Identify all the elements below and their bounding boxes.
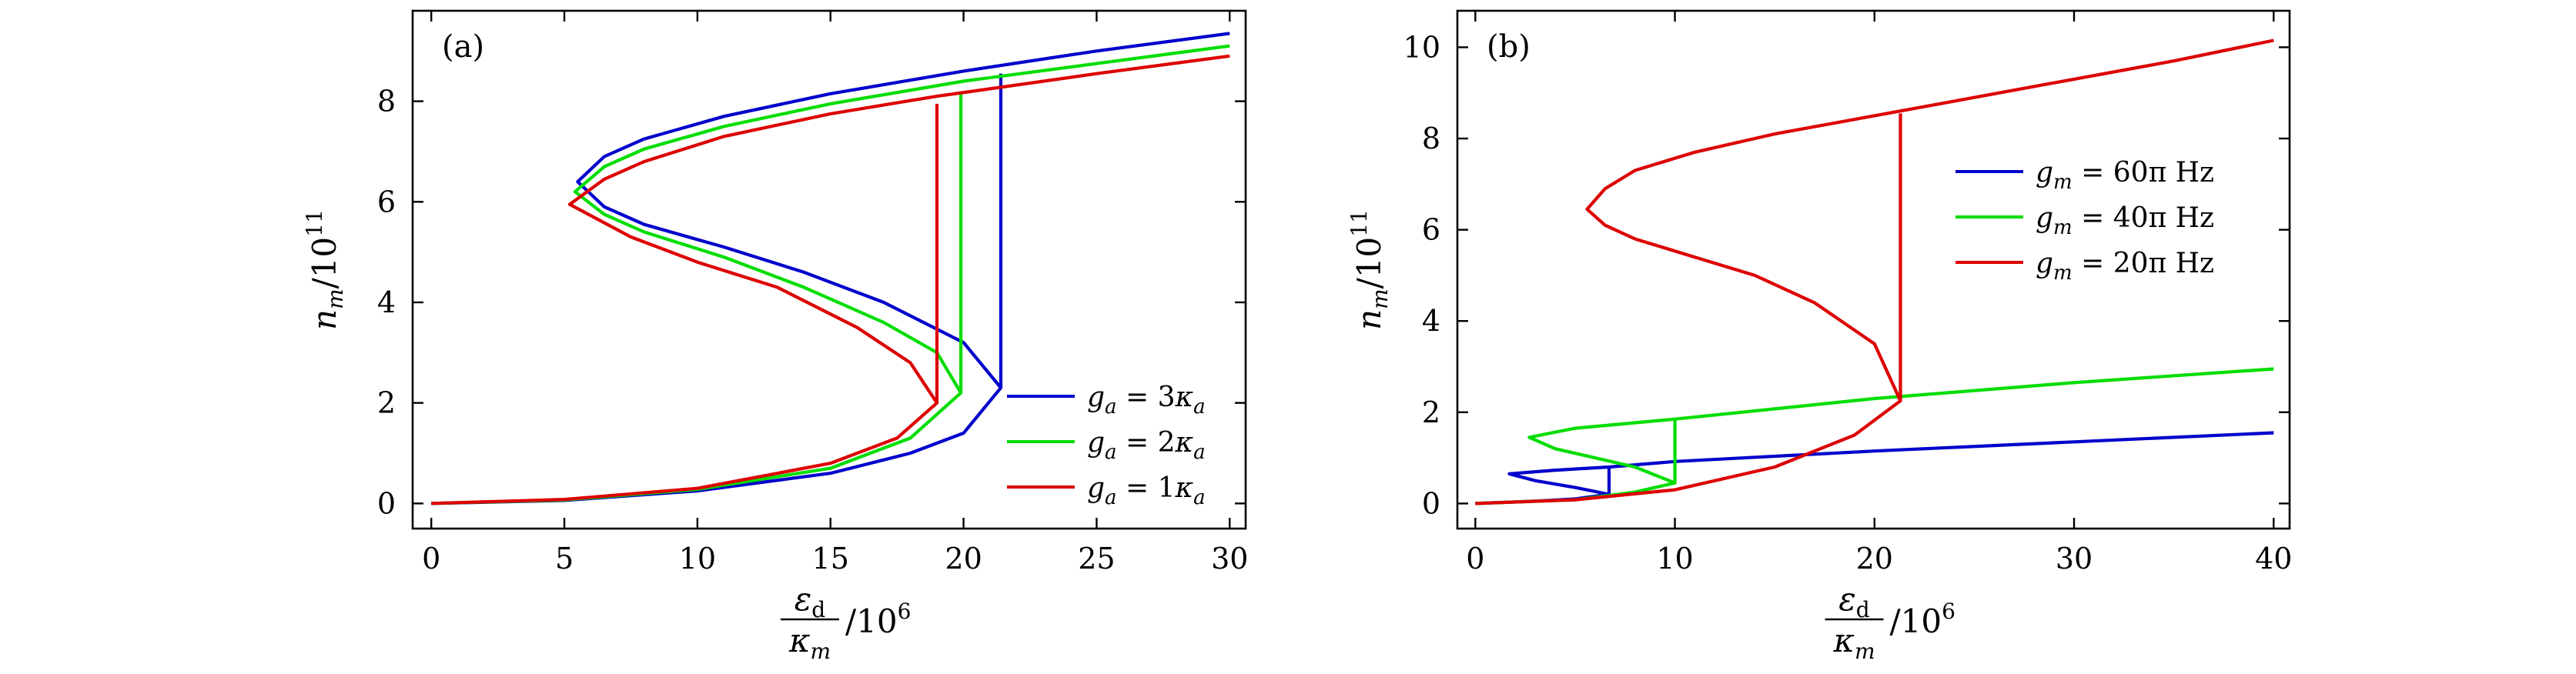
x-tick-label: 5	[555, 542, 574, 576]
x-label-eps: ε	[1838, 580, 1856, 618]
x-axis-label-numerator: εd	[795, 580, 826, 622]
x-label-scale-base: /10	[1890, 602, 1942, 640]
x-tick-label: 30	[1211, 542, 1248, 576]
legend-kappa: κ	[1175, 382, 1194, 413]
y-tick-label: 2	[1422, 395, 1440, 429]
series-group	[1475, 38, 2274, 506]
plot-frame	[411, 9, 1247, 530]
y-tick-label: 6	[1422, 213, 1440, 247]
x-label-kappa-sub: m	[1855, 639, 1875, 664]
legend-var: g	[1087, 472, 1105, 504]
y-tick-label: 8	[1422, 122, 1440, 155]
legend-sub: m	[2053, 216, 2073, 239]
legend-label-3: gm = 20π Hz	[2036, 248, 2214, 285]
legend-kappa-sub: a	[1193, 441, 1206, 464]
legend-var: g	[1087, 382, 1105, 413]
y-axis-label: nm/1011	[1347, 209, 1393, 330]
series-line-1	[431, 32, 1230, 506]
legend-eq: = 60π Hz	[2073, 157, 2214, 189]
x-tick-label: 20	[945, 542, 982, 576]
x-axis-label-scale: /106	[1890, 599, 1955, 640]
y-tick-label: 4	[377, 285, 396, 319]
series-line-1	[1475, 431, 2274, 506]
x-tick-label: 30	[2056, 542, 2093, 576]
y-label-scale-exp: 11	[302, 209, 327, 237]
x-tick-label: 20	[1856, 542, 1893, 576]
legend-sub: m	[2053, 171, 2073, 194]
legend-kappa: κ	[1175, 472, 1194, 504]
x-axis-label-numerator: εd	[1838, 580, 1870, 622]
legend-var: g	[2036, 248, 2053, 279]
legend-eq: = 2	[1117, 427, 1176, 459]
x-axis-label-denominator: κm	[1832, 622, 1875, 664]
legend-sub: a	[1105, 486, 1117, 509]
y-tick-label: 0	[377, 486, 396, 520]
series-line-2	[1475, 367, 2274, 506]
legend-eq: = 3	[1117, 382, 1176, 413]
y-label-scale-base: /10	[306, 237, 343, 289]
legend-label-1: ga = 3κa	[1087, 382, 1206, 419]
y-label-n-sub: m	[323, 289, 348, 309]
x-label-eps-sub: d	[811, 597, 825, 622]
legend-sub: m	[2053, 262, 2073, 285]
x-label-kappa-sub: m	[810, 639, 831, 664]
x-tick-label: 0	[422, 542, 440, 576]
y-axis-label: nm/1011	[302, 209, 348, 330]
y-label-scale-exp: 11	[1347, 209, 1372, 237]
legend-eq: = 20π Hz	[2073, 248, 2214, 279]
legend-kappa: κ	[1175, 427, 1194, 459]
x-tick-label: 40	[2255, 542, 2292, 576]
panel-label: (b)	[1487, 29, 1531, 65]
x-label-eps-sub: d	[1856, 597, 1870, 622]
legend-var: g	[1087, 427, 1105, 459]
y-tick-label: 6	[377, 185, 396, 219]
y-tick-label: 2	[377, 386, 396, 420]
x-tick-label: 25	[1078, 542, 1115, 576]
y-tick-label: 10	[1403, 30, 1440, 64]
y-label-n: n	[306, 309, 343, 330]
x-tick-label: 10	[679, 542, 716, 576]
y-label-n: n	[1350, 309, 1388, 330]
x-label-scale-exp: 6	[898, 599, 912, 624]
x-label-scale-base: /10	[845, 602, 898, 640]
x-tick-label: 0	[1466, 542, 1484, 576]
y-tick-label: 8	[377, 85, 396, 118]
series-line-3	[1475, 38, 2274, 506]
x-axis-label-denominator: κm	[788, 622, 831, 664]
y-tick-label: 0	[1422, 486, 1440, 520]
x-label-eps: ε	[795, 580, 812, 618]
x-tick-label: 15	[812, 542, 849, 576]
series-line-3	[431, 54, 1230, 506]
series-group	[431, 32, 1230, 506]
x-label-kappa: κ	[788, 622, 811, 659]
legend-label-2: ga = 2κa	[1087, 427, 1206, 464]
legend-sub: a	[1105, 441, 1117, 464]
x-tick-label: 10	[1656, 542, 1693, 576]
legend-label-3: ga = 1κa	[1087, 472, 1206, 509]
legend-label-1: gm = 60π Hz	[2036, 157, 2214, 194]
series-line-2	[431, 44, 1230, 506]
legend-kappa-sub: a	[1193, 395, 1206, 419]
panel-label: (a)	[442, 29, 484, 65]
legend-eq: = 40π Hz	[2073, 202, 2214, 234]
y-tick-label: 4	[1422, 304, 1440, 338]
x-axis-label-scale: /106	[845, 599, 911, 640]
plot-frame	[1456, 9, 2291, 530]
legend-eq: = 1	[1117, 472, 1176, 504]
y-label-scale-base: /10	[1350, 237, 1388, 289]
legend-var: g	[2036, 157, 2053, 189]
legend-kappa-sub: a	[1193, 486, 1206, 509]
x-label-kappa: κ	[1832, 622, 1855, 659]
legend-label-2: gm = 40π Hz	[2036, 202, 2214, 239]
legend-sub: a	[1105, 395, 1117, 419]
y-label-n-sub: m	[1367, 289, 1393, 309]
x-label-scale-exp: 6	[1942, 599, 1955, 624]
legend-var: g	[2036, 202, 2053, 234]
